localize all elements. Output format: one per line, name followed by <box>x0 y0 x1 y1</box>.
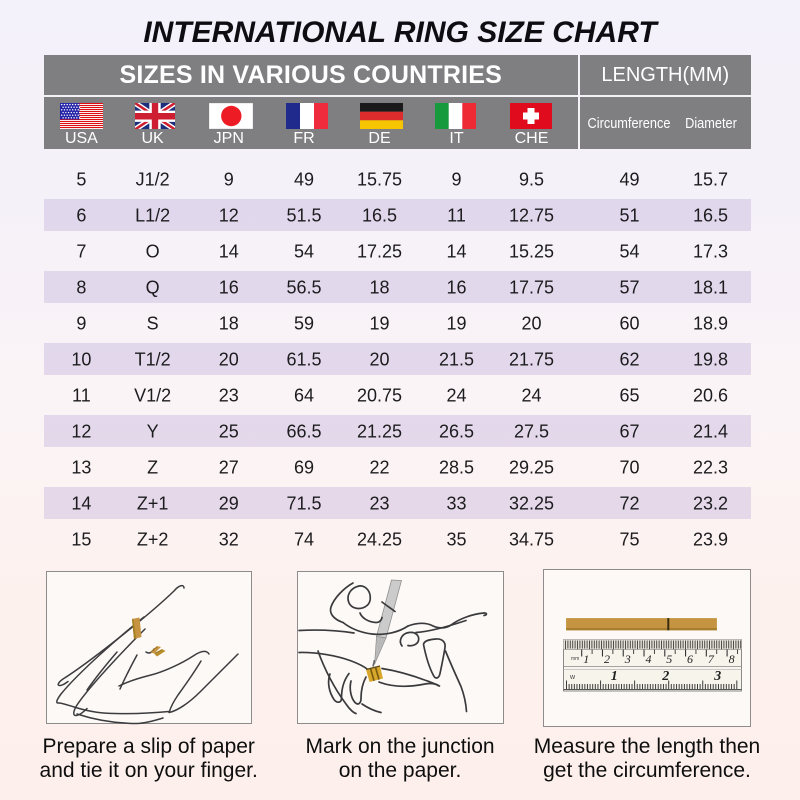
svg-text:w: w <box>569 674 576 681</box>
svg-text:2: 2 <box>661 669 669 684</box>
svg-text:7: 7 <box>708 652 715 666</box>
svg-text:1: 1 <box>583 652 589 666</box>
svg-text:8: 8 <box>729 652 735 666</box>
svg-text:6: 6 <box>687 652 693 666</box>
svg-text:mm: mm <box>571 656 579 662</box>
svg-text:3: 3 <box>624 652 631 666</box>
svg-text:1: 1 <box>611 669 618 684</box>
svg-text:3: 3 <box>713 669 721 684</box>
svg-text:5: 5 <box>666 652 672 666</box>
svg-text:2: 2 <box>604 652 610 666</box>
svg-text:4: 4 <box>646 652 652 666</box>
